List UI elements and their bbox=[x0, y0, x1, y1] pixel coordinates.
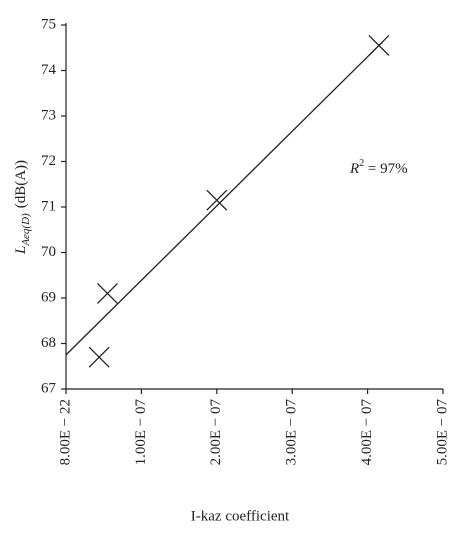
x-tick-label: 1.00E − 07 bbox=[133, 399, 149, 466]
annotation-rest: = 97% bbox=[364, 161, 407, 177]
fit-line bbox=[65, 41, 384, 356]
y-label-sub: Aeq(D) bbox=[20, 213, 32, 247]
y-axis-label: LAeq(D) (dB(A)) bbox=[13, 160, 31, 255]
y-label-main: L bbox=[13, 246, 29, 255]
x-tick-label: 4.00E − 07 bbox=[359, 399, 375, 466]
y-tick-label: 74 bbox=[41, 62, 57, 78]
x-tick-label: 5.00E − 07 bbox=[434, 399, 450, 466]
y-tick-label: 75 bbox=[41, 16, 56, 32]
y-tick-label: 69 bbox=[41, 289, 56, 305]
annotation-sup: 2 bbox=[359, 158, 364, 169]
annotation: R2 = 97% bbox=[349, 158, 408, 177]
y-tick-label: 72 bbox=[41, 153, 56, 169]
x-tick-label: 2.00E − 07 bbox=[208, 399, 224, 466]
x-tick-label: 8.00E − 22 bbox=[57, 399, 73, 465]
x-axis-label: I-kaz coefficient bbox=[191, 508, 290, 524]
point bbox=[88, 346, 110, 368]
y-tick-label: 70 bbox=[41, 244, 56, 260]
y-tick-label: 68 bbox=[41, 335, 56, 351]
y-tick-label: 71 bbox=[41, 198, 56, 214]
point bbox=[97, 282, 118, 304]
point bbox=[368, 35, 390, 56]
y-tick-label: 67 bbox=[41, 380, 57, 396]
annotation-main: R bbox=[349, 161, 359, 177]
y-tick-label: 73 bbox=[41, 107, 56, 123]
point bbox=[206, 189, 228, 211]
y-label-unit: (dB(A)) bbox=[13, 160, 29, 208]
x-tick-label: 3.00E − 07 bbox=[284, 399, 300, 466]
